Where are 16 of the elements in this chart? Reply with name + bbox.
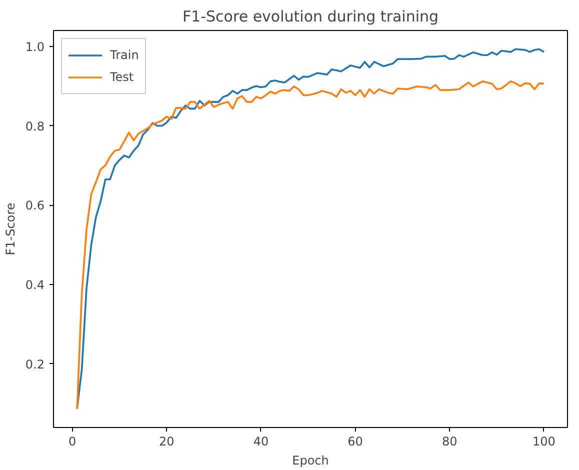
y-tick-label: 1.0 (25, 40, 45, 54)
x-tick-label: 0 (68, 434, 76, 448)
x-tick-label: 40 (253, 434, 269, 448)
legend-label: Test (110, 70, 134, 84)
y-axis-title: F1-Score (3, 202, 18, 256)
x-tick-label: 100 (532, 434, 556, 448)
y-tick-label: 0.4 (25, 278, 45, 292)
x-axis-title: Epoch (292, 454, 329, 468)
y-tick-label: 0.8 (25, 119, 45, 134)
x-tick-label: 20 (159, 434, 174, 448)
x-tick-label: 80 (442, 434, 458, 448)
y-tick-label: 0.2 (25, 357, 45, 372)
x-tick-label: 60 (348, 434, 363, 448)
y-tick-label: 0.6 (25, 198, 45, 213)
chart-title: F1-Score evolution during training (182, 8, 439, 26)
legend-label: Train (110, 48, 139, 62)
